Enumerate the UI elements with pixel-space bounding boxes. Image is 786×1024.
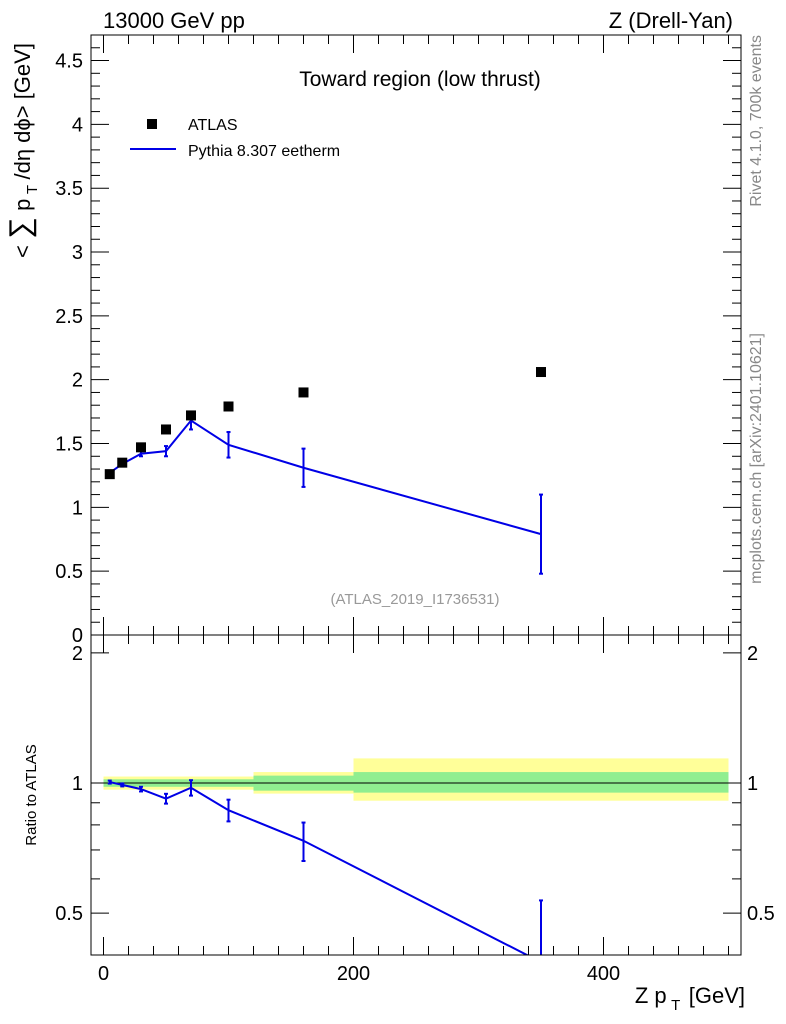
ratio-x-tick-labels: 0 200 400 [98, 963, 620, 985]
main-y-tick-label: 1.5 [55, 434, 83, 456]
y-label-p: p [10, 199, 35, 211]
ratio-pythia-line [109, 781, 530, 955]
ratio-panel-frame [90, 634, 742, 956]
main-y-tick-label: 4.5 [55, 51, 83, 73]
atlas-data-point [117, 457, 128, 468]
atlas-data-point [161, 424, 171, 435]
atlas-data-point [298, 387, 309, 398]
y-label-lt: < [10, 245, 35, 258]
ratio-y-tick-label: 1 [72, 773, 83, 795]
atlas-data-point [223, 401, 234, 412]
atlas-data-point [536, 367, 546, 378]
rivet-label: Rivet 4.1.0, 700k events [748, 35, 765, 207]
x-axis-label: Z p T [GeV] [635, 983, 745, 1014]
main-y-tick-label: 4 [72, 114, 83, 136]
ratio-y-tick-label-right: 2 [747, 643, 758, 665]
svg-text:< ∑ p T: < ∑ p T /dη dϕ> [GeV] [4, 43, 41, 258]
ratio-y-tick-label-right: 0.5 [747, 903, 775, 925]
energy-label: 13000 GeV pp [103, 8, 245, 33]
atlas-data-point [104, 469, 115, 480]
ratio-series [107, 779, 543, 955]
atlas-data-point [186, 410, 196, 421]
ratio-y-tick-label: 0.5 [55, 903, 83, 925]
legend-atlas-label: ATLAS [188, 117, 238, 134]
ratio-inner-band [353, 772, 729, 793]
x-label-unit: [GeV] [689, 983, 745, 1008]
main-axis-ticks [91, 34, 741, 636]
main-y-tick-label: 3.5 [55, 178, 83, 200]
main-y-tick-labels: 0 0.5 1 1.5 2 2.5 3 3.5 4 4.5 [55, 51, 83, 647]
ratio-y-tick-label: 2 [72, 643, 83, 665]
mcplots-label: mcplots.cern.ch [arXiv:2401.10621] [748, 333, 765, 584]
x-label-sub: T [671, 997, 680, 1014]
legend: ATLAS Pythia 8.307 eetherm [130, 117, 340, 160]
y-label-sum: ∑ [4, 217, 37, 238]
main-y-tick-label: 0.5 [55, 561, 83, 583]
main-y-tick-label: 1 [72, 497, 83, 519]
process-label: Z (Drell-Yan) [609, 8, 733, 33]
atlas-data-point [136, 442, 146, 453]
ratio-x-tick-label: 200 [337, 963, 370, 985]
main-y-tick-label: 3 [72, 242, 83, 264]
pythia-line [109, 419, 542, 536]
main-y-axis-label: < ∑ p T /dη dϕ> [GeV] [4, 43, 41, 258]
ratio-y-tick-labels: 0.5 0.5 1 1 2 2 [55, 643, 775, 925]
chart-title: Toward region (low thrust) [299, 68, 541, 91]
main-y-tick-label: 2.5 [55, 306, 83, 328]
main-y-tick-label: 2 [72, 370, 83, 392]
ratio-axis-ticks [91, 635, 741, 956]
ratio-pythia-group [107, 779, 543, 955]
x-label-z: Z p [635, 983, 667, 1008]
y-label-rest: /dη dϕ> [GeV] [10, 43, 35, 179]
main-series [104, 367, 546, 575]
legend-atlas-marker [147, 119, 157, 129]
legend-pythia-label: Pythia 8.307 eetherm [188, 143, 340, 160]
main-y-tick-label: 0 [72, 625, 83, 647]
ratio-x-tick-label: 400 [587, 963, 620, 985]
ratio-y-axis-label: Ratio to ATLAS [23, 744, 40, 845]
y-label-sub: T [24, 185, 41, 194]
ratio-uncertainty-bands [103, 758, 729, 801]
ratio-x-tick-label: 0 [98, 963, 109, 985]
watermark: (ATLAS_2019_I1736531) [330, 591, 499, 608]
ratio-y-tick-label-right: 1 [747, 773, 758, 795]
